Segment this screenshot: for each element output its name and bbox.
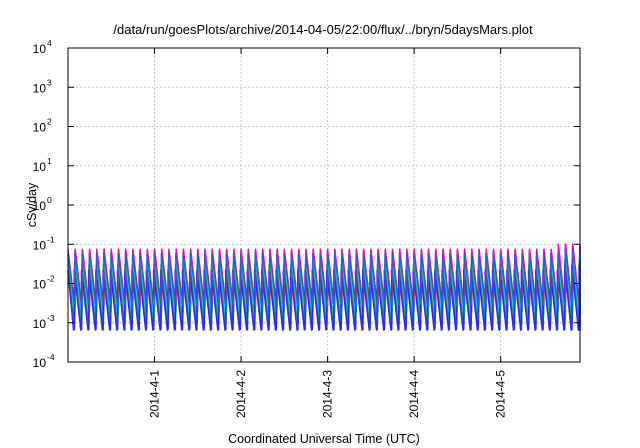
y-tick-exponent: 1 bbox=[47, 156, 52, 166]
y-tick-exponent: 0 bbox=[47, 195, 52, 205]
y-tick-exponent: -3 bbox=[47, 313, 55, 323]
y-tick-label: 10 bbox=[33, 356, 47, 370]
y-tick-label: 10 bbox=[33, 160, 47, 174]
y-tick-exponent: 4 bbox=[47, 38, 52, 48]
y-axis-label: cSv/day bbox=[25, 182, 39, 227]
chart-title: /data/run/goesPlots/archive/2014-04-05/2… bbox=[113, 22, 533, 37]
y-tick-exponent: -1 bbox=[47, 234, 55, 244]
x-tick-label: 2014-4-1 bbox=[148, 370, 162, 418]
y-tick-exponent: -4 bbox=[47, 352, 55, 362]
y-tick-exponent: 2 bbox=[47, 117, 52, 127]
y-tick-label: 10 bbox=[33, 199, 47, 213]
x-axis: 2014-4-1 2014-4-2 2014-4-3 2014-4-4 2014-4-5 bbox=[148, 48, 508, 418]
y-tick-label: 10 bbox=[33, 278, 47, 292]
y-tick-exponent: -2 bbox=[47, 274, 55, 284]
y-tick-label: 10 bbox=[33, 42, 47, 56]
y-tick-label: 10 bbox=[33, 238, 47, 252]
y-tick-label: 10 bbox=[33, 317, 47, 331]
x-tick-label: 2014-4-5 bbox=[494, 370, 508, 418]
x-tick-label: 2014-4-2 bbox=[234, 370, 248, 418]
data-area bbox=[67, 243, 581, 331]
series-line bbox=[67, 247, 581, 306]
series-line bbox=[67, 264, 581, 331]
y-tick-label: 10 bbox=[33, 121, 47, 135]
y-tick-label: 10 bbox=[33, 81, 47, 95]
x-axis-label: Coordinated Universal Time (UTC) bbox=[228, 432, 420, 446]
x-tick-label: 2014-4-4 bbox=[407, 370, 421, 418]
x-tick-label: 2014-4-3 bbox=[321, 370, 335, 418]
y-tick-exponent: 3 bbox=[47, 77, 52, 87]
